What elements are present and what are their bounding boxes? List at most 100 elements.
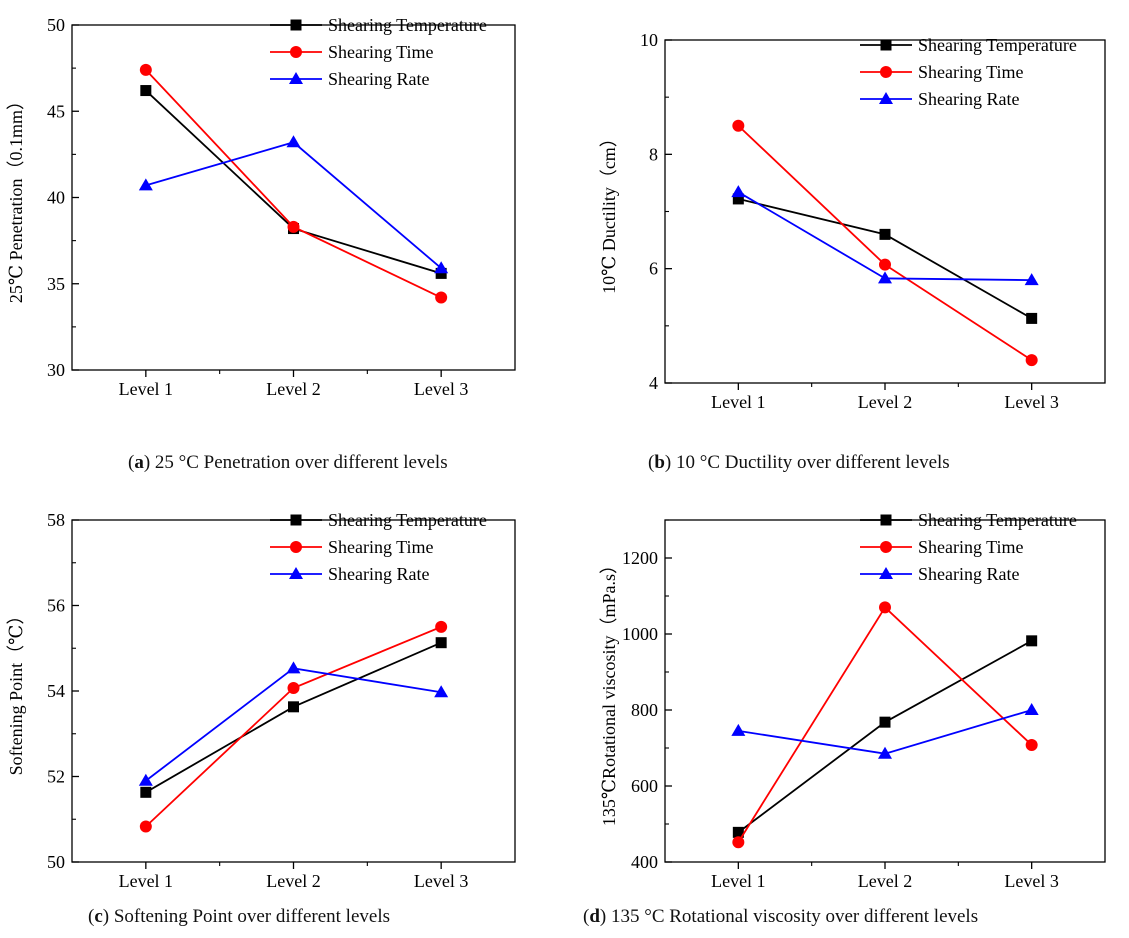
data-point xyxy=(286,661,301,674)
chart-panel-b: 4 6 8 10 Level 1 Level 2 Level 3 10℃ Ductility（… xyxy=(599,30,1106,412)
legend-label: Shearing Rate xyxy=(328,69,429,89)
legend-marker xyxy=(290,46,302,58)
legend-label: Shearing Rate xyxy=(328,564,429,584)
series-line-shearing-time xyxy=(737,125,1033,361)
caption-c: (c) Softening Point over different level… xyxy=(88,906,390,927)
y-axis-label: 25℃ Penetration（0.1mm） xyxy=(6,92,26,303)
y-tick-label: 10 xyxy=(640,30,658,50)
legend-marker xyxy=(290,514,302,526)
legend-label: Shearing Time xyxy=(918,537,1024,557)
data-point xyxy=(139,63,152,76)
legend-marker xyxy=(879,92,893,104)
caption-letter: d xyxy=(589,906,600,927)
caption-text: 25 °C Penetration over different levels xyxy=(154,452,448,473)
data-point xyxy=(287,682,300,695)
caption-letter: a xyxy=(134,452,144,473)
legend-marker xyxy=(290,19,302,31)
data-point xyxy=(434,261,449,274)
y-tick-label: 600 xyxy=(631,776,658,796)
y-tick-label: 50 xyxy=(47,852,65,872)
data-point xyxy=(1024,273,1039,286)
data-point xyxy=(435,620,448,633)
legend-label: Shearing Rate xyxy=(918,564,1019,584)
y-tick-label: 400 xyxy=(631,852,658,872)
y-tick-label: 8 xyxy=(649,144,658,164)
x-tick-label: Level 2 xyxy=(858,392,912,412)
series-line-shearing-rate xyxy=(145,141,442,269)
y-tick-label: 54 xyxy=(47,681,65,701)
caption-letter: c xyxy=(94,906,103,927)
legend-label: Shearing Temperature xyxy=(918,510,1077,530)
y-tick-label: 1000 xyxy=(622,624,658,644)
series-line-shearing-temperature xyxy=(738,198,1033,320)
data-point xyxy=(287,220,300,233)
caption-b: (b) 10 °C Ductility over different level… xyxy=(648,452,950,473)
caption-text: 10 °C Ductility over different levels xyxy=(675,452,950,473)
data-point xyxy=(732,119,745,132)
data-point xyxy=(878,271,892,284)
caption-letter: b xyxy=(654,452,665,473)
y-tick-label: 6 xyxy=(649,259,658,279)
data-point xyxy=(1026,635,1038,647)
x-tick-label: Level 3 xyxy=(1004,392,1058,412)
y-tick-label: 40 xyxy=(47,188,65,208)
plot-frame xyxy=(664,39,1106,384)
y-tick-label: 50 xyxy=(47,15,65,35)
data-point xyxy=(435,267,447,279)
x-tick-label: Level 1 xyxy=(711,392,765,412)
data-point xyxy=(879,601,891,614)
y-tick-label: 56 xyxy=(47,596,65,616)
legend-label: Shearing Temperature xyxy=(328,510,487,530)
data-point xyxy=(732,826,744,838)
caption-text: Softening Point over different levels xyxy=(113,906,390,927)
x-tick-label: Level 2 xyxy=(266,379,320,399)
data-point xyxy=(138,773,153,786)
y-axis-label: Softening Point（℃） xyxy=(6,607,26,776)
data-point xyxy=(732,193,744,205)
data-point xyxy=(434,685,449,698)
data-point xyxy=(435,291,448,304)
data-point xyxy=(288,701,299,713)
chart-panel-d: 400 600 800 1000 1200 Level 1 Level 2 Level 3 13… xyxy=(599,510,1106,891)
y-tick-label: 1200 xyxy=(622,548,658,568)
x-tick-label: Level 3 xyxy=(1004,871,1058,891)
y-tick-label: 35 xyxy=(47,274,65,294)
data-point xyxy=(879,716,891,728)
data-point xyxy=(878,746,892,759)
y-tick-label: 45 xyxy=(47,101,65,121)
data-point xyxy=(138,178,153,191)
data-point xyxy=(139,820,152,833)
x-tick-label: Level 2 xyxy=(266,871,320,891)
series-line-shearing-time xyxy=(145,69,442,299)
data-point xyxy=(731,723,746,736)
legend-marker xyxy=(880,514,892,526)
y-tick-label: 800 xyxy=(631,700,658,720)
legend-marker xyxy=(289,72,303,84)
legend-label: Shearing Rate xyxy=(918,89,1019,109)
caption-d: (d) 135 °C Rotational viscosity over dif… xyxy=(583,906,979,927)
legend-label: Shearing Time xyxy=(328,42,434,62)
x-tick-label: Level 1 xyxy=(711,871,765,891)
series-line-shearing-temperature xyxy=(737,640,1033,834)
chart-panel-a: 30 35 40 45 50 Level 1 Level 2 Level 3 25℃ Penet… xyxy=(6,15,516,399)
x-tick-label: Level 1 xyxy=(119,379,173,399)
legend-marker xyxy=(879,567,893,579)
data-point xyxy=(1025,354,1038,367)
data-point xyxy=(1025,738,1038,751)
legend-marker xyxy=(880,66,892,78)
data-point xyxy=(731,185,746,198)
legend-label: Shearing Time xyxy=(328,537,434,557)
legend-marker xyxy=(289,567,303,579)
legend-label: Shearing Temperature xyxy=(328,15,487,35)
y-axis-label: 135℃Rotational viscosity（mPa.s） xyxy=(599,556,619,826)
legend-marker xyxy=(880,39,892,51)
y-tick-label: 52 xyxy=(47,767,65,787)
data-point xyxy=(435,637,447,649)
y-axis-label: 10℃ Ductility（cm） xyxy=(599,129,619,294)
data-point xyxy=(1026,312,1038,324)
legend-marker xyxy=(290,541,302,553)
chart-panel-c: 50 52 54 56 58 Level 1 Level 2 Level 3 Softening… xyxy=(6,510,516,891)
data-point xyxy=(879,258,891,271)
data-point xyxy=(732,836,745,849)
